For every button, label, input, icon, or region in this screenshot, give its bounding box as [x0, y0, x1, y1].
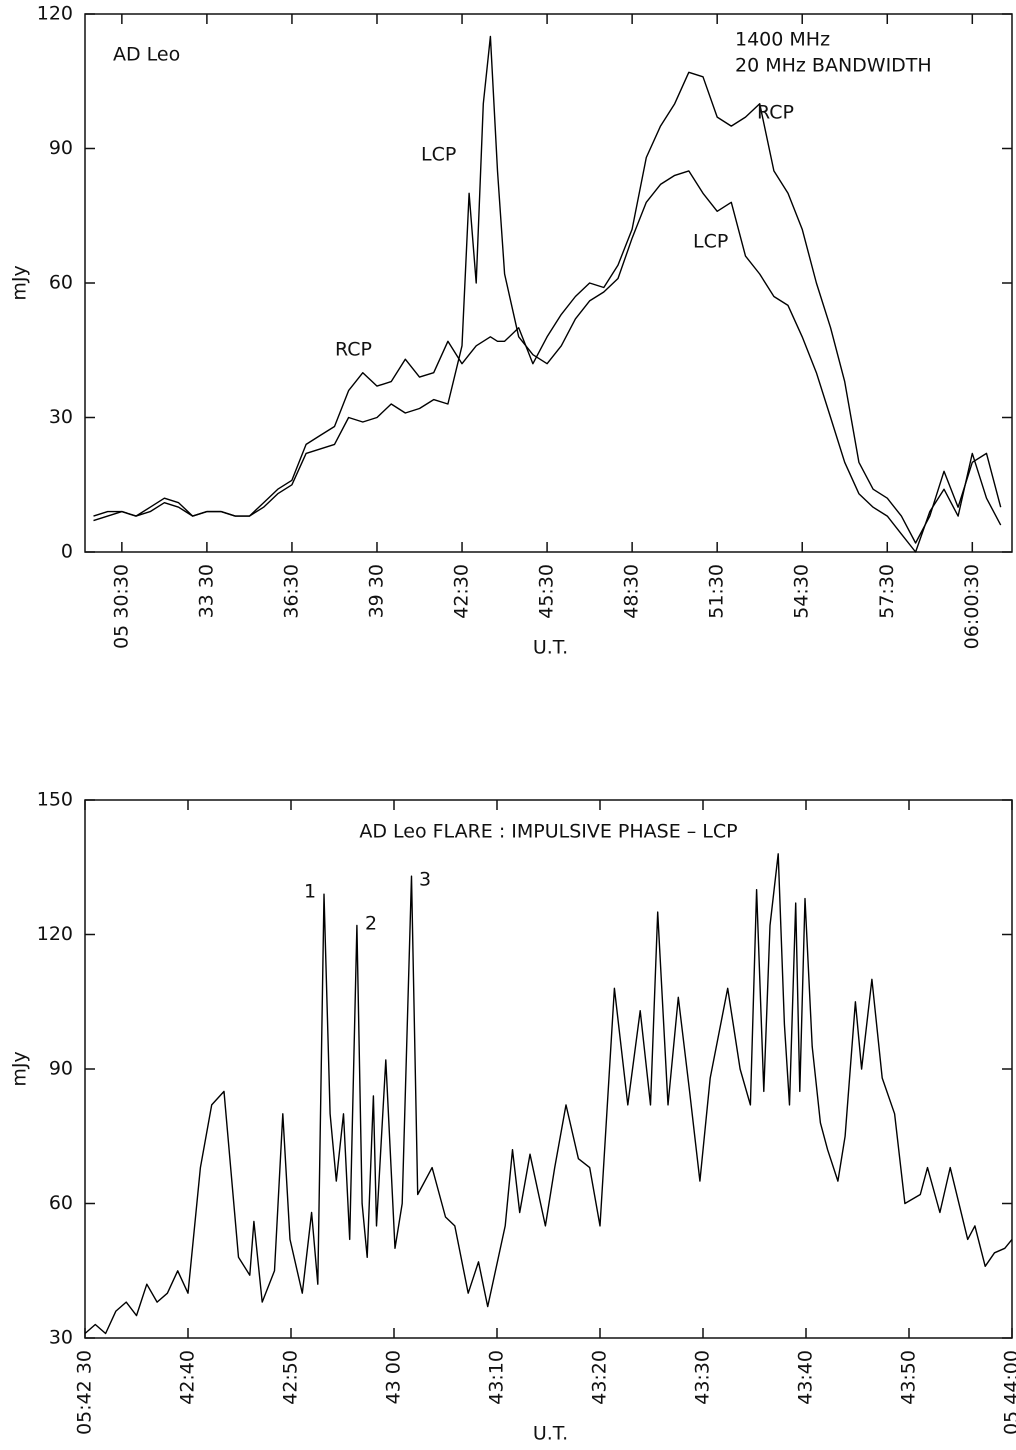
- x-tick-label: 54:30: [791, 564, 813, 619]
- x-tick-label: 43:50: [898, 1350, 920, 1405]
- annotation: 3: [419, 869, 431, 891]
- x-tick-label: 33 30: [195, 564, 217, 618]
- y-tick-label: 120: [37, 923, 73, 945]
- x-axis-label: U.T.: [533, 637, 568, 659]
- x-tick-label: 36:30: [280, 564, 302, 619]
- x-tick-label: 39 30: [365, 564, 387, 618]
- x-axis-label: U.T.: [533, 1423, 568, 1445]
- series-line: [84, 853, 1013, 1335]
- y-tick-label: 60: [49, 272, 73, 294]
- y-tick-label: 30: [49, 406, 73, 428]
- annotation: 1: [304, 881, 316, 903]
- annotation: 1400 MHz: [735, 29, 830, 51]
- y-tick-label: 0: [61, 541, 73, 563]
- x-tick-label: 05 44:00: [1001, 1350, 1016, 1435]
- x-tick-label: 42:40: [177, 1350, 199, 1405]
- x-tick-label: 05:42 30: [74, 1350, 96, 1435]
- series-label: RCP: [757, 102, 794, 124]
- y-tick-label: 60: [49, 1192, 73, 1214]
- x-tick-label: 57:30: [876, 564, 898, 619]
- x-tick-label: 43:20: [589, 1350, 611, 1405]
- annotation: 20 MHz BANDWIDTH: [735, 55, 932, 77]
- y-axis-label: mJy: [9, 265, 31, 300]
- x-tick-label: 43:40: [795, 1350, 817, 1405]
- x-tick-label: 43 00: [383, 1350, 405, 1404]
- y-tick-label: 90: [49, 1058, 73, 1080]
- y-tick-label: 150: [37, 789, 73, 811]
- series-label: LCP: [421, 144, 456, 166]
- y-tick-label: 30: [49, 1327, 73, 1349]
- plot-frame: [84, 13, 1013, 553]
- plot-frame: [84, 799, 1013, 1339]
- x-tick-label: 42:30: [451, 564, 473, 619]
- series-line: [93, 71, 1002, 544]
- series-label: RCP: [335, 339, 372, 361]
- annotation: AD Leo: [113, 44, 180, 66]
- x-tick-label: 51:30: [706, 564, 728, 619]
- y-tick-label: 120: [37, 3, 73, 25]
- series-label: LCP: [693, 231, 728, 253]
- x-tick-label: 05 30:30: [110, 564, 132, 649]
- y-axis-label: mJy: [9, 1051, 31, 1086]
- annotation: 2: [365, 913, 377, 935]
- x-tick-label: 45:30: [536, 564, 558, 619]
- y-tick-label: 90: [49, 137, 73, 159]
- x-tick-label: 42:50: [280, 1350, 302, 1405]
- x-tick-label: 43:10: [486, 1350, 508, 1405]
- x-tick-label: 43:30: [692, 1350, 714, 1405]
- x-tick-label: 06:00:30: [961, 564, 983, 649]
- chart-title: AD Leo FLARE : IMPULSIVE PHASE – LCP: [359, 821, 737, 843]
- x-tick-label: 48:30: [621, 564, 643, 619]
- series-line: [93, 35, 1002, 553]
